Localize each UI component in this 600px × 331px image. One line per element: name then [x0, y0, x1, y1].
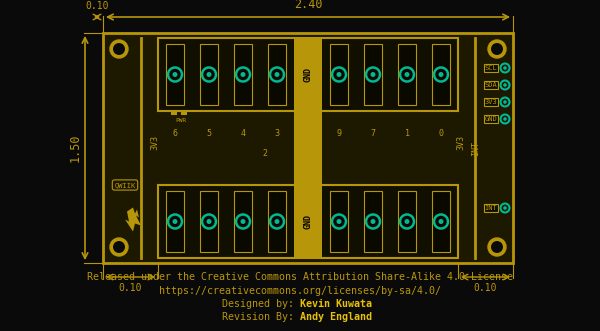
Text: 3V3: 3V3	[485, 99, 497, 105]
Bar	[234, 44, 252, 105]
Circle shape	[404, 72, 409, 77]
Text: 5: 5	[206, 128, 212, 137]
Circle shape	[275, 219, 280, 224]
Circle shape	[241, 219, 245, 224]
Circle shape	[241, 72, 245, 77]
Circle shape	[491, 241, 503, 253]
Circle shape	[488, 238, 506, 256]
Circle shape	[503, 100, 507, 104]
Circle shape	[110, 238, 128, 256]
Bar	[200, 44, 218, 105]
Circle shape	[113, 241, 125, 253]
Circle shape	[503, 66, 507, 70]
Text: SCL: SCL	[485, 65, 497, 71]
Bar	[268, 44, 286, 105]
Text: SDA: SDA	[485, 82, 497, 88]
Circle shape	[371, 219, 376, 224]
Bar	[432, 191, 450, 252]
Circle shape	[371, 72, 376, 77]
Circle shape	[206, 72, 212, 77]
Bar	[103, 33, 513, 263]
Circle shape	[206, 219, 212, 224]
Text: 1.50: 1.50	[69, 134, 82, 162]
Text: https://creativecommons.org/licenses/by-sa/4.0/: https://creativecommons.org/licenses/by-…	[159, 286, 441, 296]
Text: Designed by:: Designed by:	[222, 299, 300, 309]
Circle shape	[488, 40, 506, 58]
Circle shape	[110, 40, 128, 58]
Bar	[398, 191, 416, 252]
Circle shape	[503, 206, 507, 210]
Circle shape	[337, 219, 341, 224]
Bar	[364, 44, 382, 105]
Text: Kevin Kuwata: Kevin Kuwata	[300, 299, 372, 309]
Bar	[158, 185, 458, 258]
Bar	[294, 185, 322, 258]
Bar	[166, 44, 184, 105]
Text: GND: GND	[304, 67, 313, 82]
Circle shape	[439, 72, 443, 77]
Bar	[166, 191, 184, 252]
Bar	[234, 191, 252, 252]
Circle shape	[173, 72, 178, 77]
Text: 0.10: 0.10	[119, 283, 142, 293]
Bar	[330, 44, 348, 105]
Text: 1: 1	[404, 128, 409, 137]
Text: 0.10: 0.10	[85, 1, 109, 11]
Text: QWIIK: QWIIK	[115, 182, 136, 188]
Bar	[171, 111, 177, 115]
Bar	[268, 191, 286, 252]
Text: 9: 9	[337, 128, 341, 137]
Bar	[432, 44, 450, 105]
Text: INT: INT	[485, 205, 497, 211]
Circle shape	[491, 43, 503, 55]
Text: 3V3: 3V3	[457, 135, 466, 151]
Text: 0.10: 0.10	[474, 283, 497, 293]
Bar	[181, 111, 187, 115]
Text: PWR: PWR	[175, 118, 187, 123]
Text: Revision By:: Revision By:	[222, 312, 300, 322]
Bar	[330, 191, 348, 252]
Circle shape	[113, 43, 125, 55]
Text: INT: INT	[472, 140, 481, 156]
Circle shape	[503, 117, 507, 121]
Bar	[364, 191, 382, 252]
Text: 3V3: 3V3	[151, 135, 160, 151]
Text: 7: 7	[371, 128, 376, 137]
Bar	[158, 38, 458, 111]
Text: Andy England: Andy England	[300, 312, 372, 322]
Circle shape	[275, 72, 280, 77]
Text: 4: 4	[241, 128, 245, 137]
Polygon shape	[125, 208, 141, 231]
Circle shape	[337, 72, 341, 77]
Circle shape	[503, 83, 507, 87]
Text: 6: 6	[173, 128, 178, 137]
Text: 2: 2	[263, 149, 268, 158]
Text: Released under the Creative Commons Attribution Share-Alike 4.0 License: Released under the Creative Commons Attr…	[87, 272, 513, 282]
Text: 2.40: 2.40	[294, 0, 322, 11]
Circle shape	[439, 219, 443, 224]
Text: GND: GND	[485, 116, 497, 122]
Circle shape	[404, 219, 409, 224]
Bar	[200, 191, 218, 252]
Circle shape	[173, 219, 178, 224]
Text: 3: 3	[275, 128, 280, 137]
Bar	[398, 44, 416, 105]
Bar	[294, 38, 322, 111]
Text: 0: 0	[439, 128, 443, 137]
Text: GND: GND	[304, 214, 313, 229]
Bar	[294, 111, 322, 185]
